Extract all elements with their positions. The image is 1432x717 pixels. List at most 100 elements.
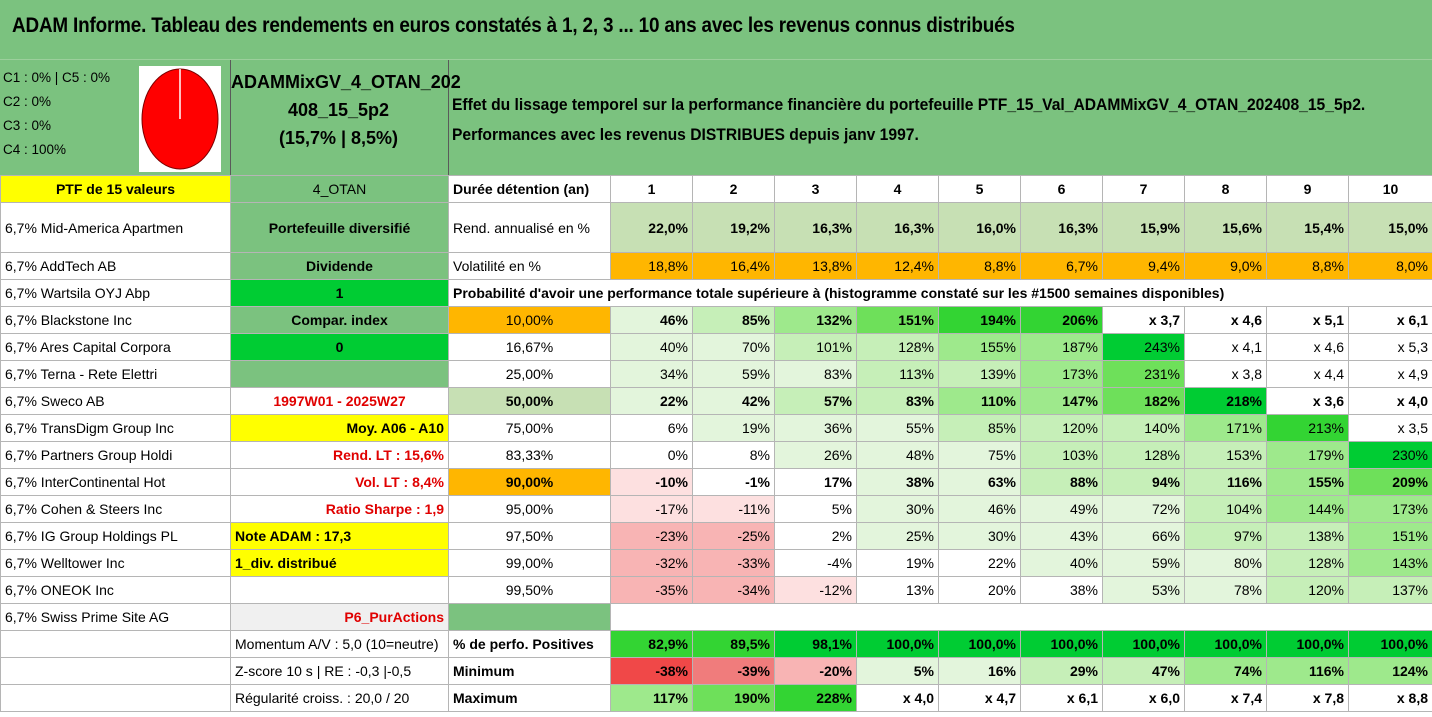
probability-value: x 4,0 — [1348, 387, 1432, 415]
holding-label: 6,7% InterContinental Hot — [0, 468, 231, 496]
probability-value: 151% — [1348, 522, 1432, 550]
summary-value: 89,5% — [692, 630, 775, 658]
volatility-value: 6,7% — [1020, 252, 1103, 280]
summary-row: Z-score 10 s | RE : -0,3 |-0,5 Minimum -38… — [0, 657, 1432, 685]
probability-value: 19% — [856, 549, 939, 577]
probability-value: 22% — [938, 549, 1021, 577]
empty-cell — [0, 684, 231, 712]
probability-value: 143% — [1348, 549, 1432, 577]
probability-value: 55% — [856, 414, 939, 442]
volatility-value: 8,8% — [938, 252, 1021, 280]
years-header-row: PTF de 15 valeurs 4_OTAN Durée détention (… — [0, 175, 1432, 203]
probability-value: 59% — [692, 360, 775, 388]
summary-value: 74% — [1184, 657, 1267, 685]
probability-value: 6% — [610, 414, 693, 442]
probability-value: 19% — [692, 414, 775, 442]
probability-value: 179% — [1266, 441, 1349, 469]
year-header: 7 — [1102, 175, 1185, 203]
summary-value: 117% — [610, 684, 693, 712]
probability-row: 6,7% IG Group Holdings PL Note ADAM : 17,… — [0, 522, 1432, 550]
volatility-value: 16,4% — [692, 252, 775, 280]
probability-value: 30% — [856, 495, 939, 523]
probability-value: 46% — [938, 495, 1021, 523]
info-cell: 1_div. distribué — [230, 549, 449, 577]
probability-value: 30% — [938, 522, 1021, 550]
probability-value: 144% — [1266, 495, 1349, 523]
year-header: 2 — [692, 175, 775, 203]
info-cell: 1 — [230, 279, 449, 307]
allocation-pie-chart — [139, 66, 221, 172]
probability-value: 49% — [1020, 495, 1103, 523]
probability-value: 128% — [1266, 549, 1349, 577]
probability-value: 78% — [1184, 576, 1267, 604]
probability-row: 6,7% TransDigm Group Inc Moy. A06 - A10 75… — [0, 414, 1432, 442]
probability-value: 53% — [1102, 576, 1185, 604]
return-value: 19,2% — [692, 202, 775, 253]
year-header: 9 — [1266, 175, 1349, 203]
return-value: 15,0% — [1348, 202, 1432, 253]
probability-row: 6,7% InterContinental Hot Vol. LT : 8,4% 9… — [0, 468, 1432, 496]
summary-value: 116% — [1266, 657, 1349, 685]
class-line: C1 : 0% | C5 : 0% — [3, 70, 111, 85]
probability-row: 6,7% Terna - Rete Elettri 25,00% 34% 59% 83%… — [0, 360, 1432, 388]
probability-value: 40% — [1020, 549, 1103, 577]
summary-value: 124% — [1348, 657, 1432, 685]
return-value: 15,9% — [1102, 202, 1185, 253]
probability-threshold: 97,50% — [448, 522, 611, 550]
summary-value: 100,0% — [938, 630, 1021, 658]
summary-value: x 6,1 — [1020, 684, 1103, 712]
volatility-value: 9,0% — [1184, 252, 1267, 280]
summary-value: 82,9% — [610, 630, 693, 658]
holding-label: 6,7% Wartsila OYJ Abp — [0, 279, 231, 307]
probability-value: 230% — [1348, 441, 1432, 469]
probability-value: 113% — [856, 360, 939, 388]
holding-label: 6,7% TransDigm Group Inc — [0, 414, 231, 442]
probability-row: 6,7% ONEOK Inc 99,50% -35% -34% -12% 13% 20% 38… — [0, 576, 1432, 604]
class-allocation: C1 : 0% | C5 : 0% C2 : 0% C3 : 0% C4 : 1… — [3, 66, 110, 162]
summary-value: -38% — [610, 657, 693, 685]
return-value: 22,0% — [610, 202, 693, 253]
indicator-label: Z-score 10 s | RE : -0,3 |-0,5 — [230, 657, 449, 685]
holding-label: 6,7% AddTech AB — [0, 252, 231, 280]
summary-value: -39% — [692, 657, 775, 685]
holding-label: 6,7% IG Group Holdings PL — [0, 522, 231, 550]
info-cell: Vol. LT : 8,4% — [230, 468, 449, 496]
probability-value: x 4,1 — [1184, 333, 1267, 361]
probability-threshold: 75,00% — [448, 414, 611, 442]
probability-value: 57% — [774, 387, 857, 415]
probability-threshold: 16,67% — [448, 333, 611, 361]
holding-label: 6,7% Sweco AB — [0, 387, 231, 415]
probability-value: 83% — [774, 360, 857, 388]
probability-value: 120% — [1266, 576, 1349, 604]
empty-cell — [610, 603, 1432, 631]
probability-value: 43% — [1020, 522, 1103, 550]
probability-value: -25% — [692, 522, 775, 550]
year-header: 5 — [938, 175, 1021, 203]
effect-description: Effet du lissage temporel sur la perform… — [452, 90, 1365, 150]
probability-threshold: 99,50% — [448, 576, 611, 604]
probability-value: 173% — [1020, 360, 1103, 388]
probability-threshold: 99,00% — [448, 549, 611, 577]
summary-row: Régularité croiss. : 20,0 / 20 Maximum 117… — [0, 684, 1432, 712]
info-cell: P6_PurActions — [230, 603, 449, 631]
probability-value: 5% — [774, 495, 857, 523]
probability-value: 63% — [938, 468, 1021, 496]
indicator-label: Momentum A/V : 5,0 (10=neutre) — [230, 630, 449, 658]
probability-value: 128% — [856, 333, 939, 361]
empty-cell — [0, 657, 231, 685]
probability-threshold: 83,33% — [448, 441, 611, 469]
probability-value: 8% — [692, 441, 775, 469]
probability-value: x 4,6 — [1184, 306, 1267, 334]
info-cell — [230, 576, 449, 604]
probability-value: 155% — [938, 333, 1021, 361]
probability-value: x 3,5 — [1348, 414, 1432, 442]
summary-value: 47% — [1102, 657, 1185, 685]
probability-value: 231% — [1102, 360, 1185, 388]
effect-line: Effet du lissage temporel sur la perform… — [452, 95, 1366, 114]
probability-row: 6,7% Blackstone Inc Compar. index 10,00% 46… — [0, 306, 1432, 334]
probability-value: 182% — [1102, 387, 1185, 415]
portfolio-name-line: ADAMMixGV_4_OTAN_202 — [231, 72, 461, 92]
probability-value: x 5,1 — [1266, 306, 1349, 334]
probability-value: 2% — [774, 522, 857, 550]
probability-row: 6,7% Cohen & Steers Inc Ratio Sharpe : 1,… — [0, 495, 1432, 523]
